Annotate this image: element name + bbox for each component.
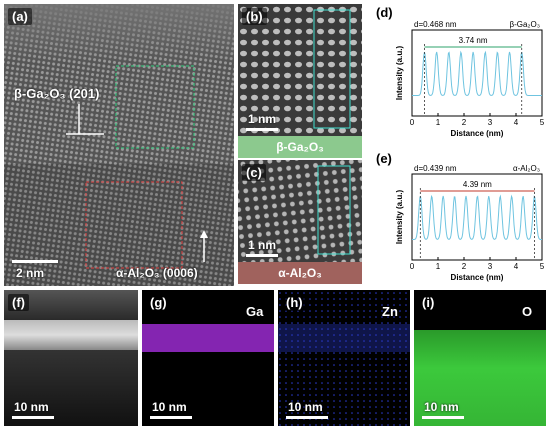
scalebar-line-b — [246, 128, 278, 131]
label-al2o3-plane: α-Al₂O₃ (0006) — [116, 266, 198, 280]
roi-box-al2o3 — [85, 181, 183, 269]
hrtem-image-a: (a) β-Ga₂O₃ (201) α-Al₂O₃ (0006) 2 nm — [4, 4, 234, 286]
d-spacing-label: d=0.439 nm — [414, 164, 457, 173]
panel-tag-a: (a) — [8, 8, 32, 25]
x-tick-label: 4 — [514, 118, 519, 127]
scalebar-h: 10 nm — [288, 400, 323, 414]
scalebar-line-h — [286, 416, 328, 419]
material-bar-b: β-Ga₂O₃ — [238, 136, 362, 158]
panel-tag-b: (b) — [242, 8, 267, 25]
panel-tag-h: (h) — [282, 294, 307, 311]
scalebar-line-f — [12, 416, 54, 419]
distance-label: 4.39 nm — [463, 180, 492, 189]
panel-tag-g: (g) — [146, 294, 171, 311]
x-axis-label: Distance (nm) — [451, 129, 504, 138]
element-label-zn: Zn — [382, 304, 398, 319]
scalebar-line-c — [246, 254, 278, 257]
x-tick-label: 2 — [462, 262, 467, 271]
x-tick-label: 5 — [540, 262, 545, 271]
eds-map-ga: (g) Ga 10 nm — [142, 290, 274, 426]
x-tick-label: 0 — [410, 262, 415, 271]
scalebar-g: 10 nm — [152, 400, 187, 414]
hrtem-image-c: (c) 1 nm — [238, 160, 362, 262]
scalebar-b: 1 nm — [248, 112, 277, 126]
scalebar-i: 10 nm — [424, 400, 459, 414]
material-bar-c: α-Al₂O₃ — [238, 262, 362, 284]
x-tick-label: 2 — [462, 118, 467, 127]
profile-box-c — [317, 165, 351, 255]
eds-map-zn: (h) Zn 10 nm — [278, 290, 410, 426]
panel-tag-e: (e) — [376, 151, 392, 166]
label-ga2o3-plane: β-Ga₂O₃ (201) — [14, 86, 100, 101]
material-label: β-Ga₂O₃ — [509, 20, 540, 29]
intensity-curve — [412, 50, 542, 96]
x-tick-label: 1 — [436, 118, 441, 127]
x-tick-label: 5 — [540, 118, 545, 127]
plot-frame — [411, 29, 543, 117]
scalebar-line-g — [150, 416, 192, 419]
element-label-ga: Ga — [246, 304, 264, 319]
plot-frame — [411, 173, 543, 261]
haadf-image-f: (f) 10 nm — [4, 290, 138, 426]
x-axis-label: Distance (nm) — [451, 273, 504, 282]
x-tick-label: 1 — [436, 262, 441, 271]
ga-band — [142, 324, 274, 352]
distance-label: 3.74 nm — [459, 36, 488, 45]
panel-tag-i: (i) — [418, 294, 439, 311]
intensity-profile-d: 0 1 2 3 4 5 Distance (nm) Intensity (a.u.) 3.74 … — [395, 20, 545, 138]
y-axis-label: Intensity (a.u.) — [395, 46, 404, 101]
scalebar-f: 10 nm — [14, 400, 49, 414]
scalebar-a: 2 nm — [16, 266, 45, 280]
x-tick-label: 0 — [410, 118, 415, 127]
eds-map-o: (i) O 10 nm — [414, 290, 546, 426]
intensity-profile-e: 0 1 2 3 4 5 Distance (nm) Intensity (a.u.) 4.39 … — [395, 164, 545, 282]
x-tick-label: 3 — [488, 118, 493, 127]
element-label-o: O — [522, 304, 533, 319]
panel-tag-c: (c) — [242, 164, 266, 181]
lattice-texture-a — [4, 4, 234, 286]
scalebar-c: 1 nm — [248, 238, 277, 252]
x-tick-label: 4 — [514, 262, 519, 271]
profile-box-b — [313, 9, 351, 129]
intensity-curve — [412, 194, 542, 240]
material-label: α-Al₂O₃ — [513, 164, 540, 173]
hrtem-image-b: (b) 1 nm — [238, 4, 362, 136]
o-region — [414, 330, 546, 426]
scalebar-line-a — [12, 260, 58, 263]
d-spacing-label: d=0.468 nm — [414, 20, 457, 29]
x-tick-label: 3 — [488, 262, 493, 271]
panel-tag-d: (d) — [376, 5, 393, 20]
panel-tag-f: (f) — [8, 294, 29, 311]
y-axis-label: Intensity (a.u.) — [395, 190, 404, 245]
scalebar-line-i — [422, 416, 464, 419]
